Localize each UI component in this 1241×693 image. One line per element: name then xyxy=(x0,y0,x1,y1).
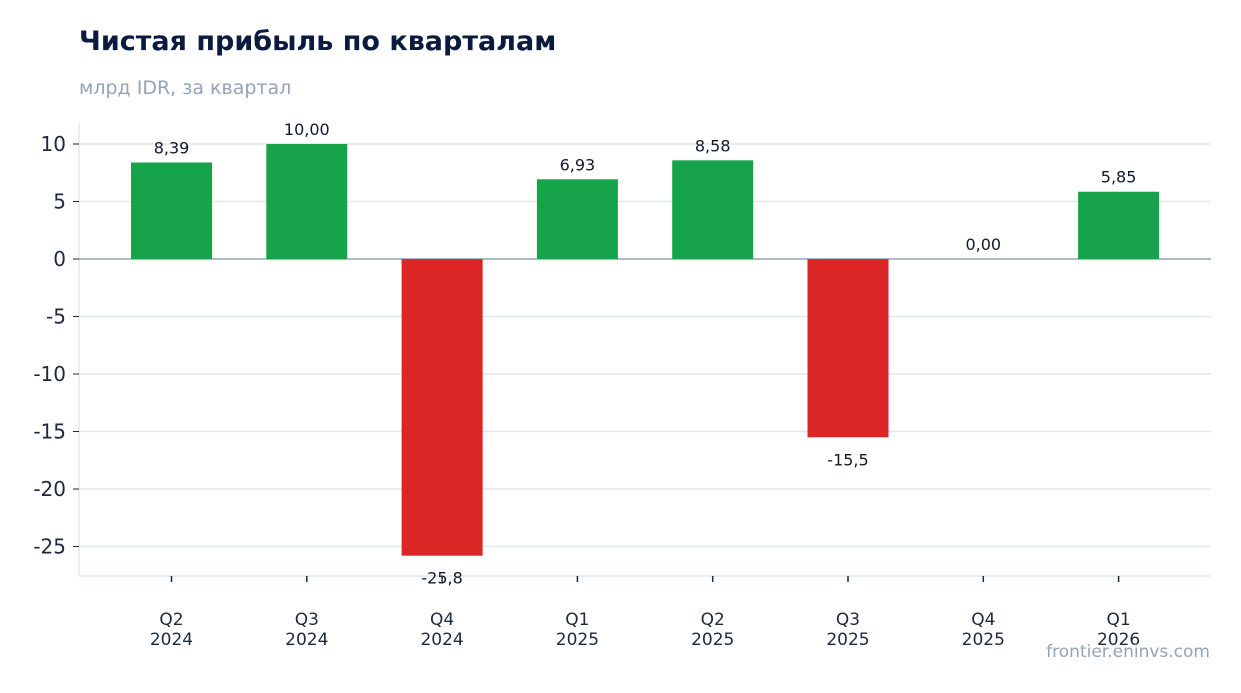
bar xyxy=(1078,191,1160,259)
watermark: frontier.eninvs.com xyxy=(1046,642,1210,662)
data-label: 10,00 xyxy=(284,120,330,139)
data-label: 6,93 xyxy=(560,155,596,174)
x-tick-label: 2025 xyxy=(962,630,1005,650)
x-tick-label: 2024 xyxy=(285,630,328,650)
x-tick-label: Q2 xyxy=(159,610,183,630)
y-tick-label: -25 xyxy=(33,535,66,559)
x-tick-label: 2024 xyxy=(420,630,463,650)
x-tick-label: Q2 xyxy=(701,610,725,630)
x-tick-label: 2026 xyxy=(1097,630,1140,650)
bar xyxy=(807,259,889,438)
y-axis-ticks: 10 5 0 -5 -10 -15 -20 -25 xyxy=(33,132,79,559)
x-tick-label: Q3 xyxy=(295,610,319,630)
data-label: 5,85 xyxy=(1101,168,1137,187)
x-tick-label: Q4 xyxy=(971,610,995,630)
data-label: -15,5 xyxy=(827,450,868,469)
y-tick-label: -10 xyxy=(33,362,66,386)
x-axis-ticks: Q22024Q32024Q42024Q12025Q22025Q32025Q420… xyxy=(150,576,1140,650)
x-tick-label: 2025 xyxy=(556,630,599,650)
y-tick-label: -15 xyxy=(33,420,66,444)
x-tick-label: Q3 xyxy=(836,610,860,630)
y-tick-label: -5 xyxy=(46,305,66,329)
x-tick-label: Q4 xyxy=(430,610,454,630)
y-tick-label: -20 xyxy=(33,477,66,501)
chart-subtitle: млрд IDR, за квартал xyxy=(79,77,292,99)
bar xyxy=(536,179,618,259)
data-label: 0,00 xyxy=(965,235,1001,254)
grid-lines xyxy=(79,143,1211,548)
x-tick-label: Q1 xyxy=(565,610,589,630)
bars xyxy=(131,144,1160,556)
data-label: 8,58 xyxy=(695,136,731,155)
bar xyxy=(131,162,212,259)
axes xyxy=(78,123,1211,577)
x-tick-label: 2024 xyxy=(150,630,193,650)
bar xyxy=(266,144,348,259)
y-tick-label: 0 xyxy=(53,247,66,271)
chart-title: Чистая прибыль по кварталам xyxy=(79,26,557,57)
x-tick-label: 2025 xyxy=(826,630,869,650)
y-tick-label: 10 xyxy=(41,132,66,156)
y-tick-label: 5 xyxy=(53,190,66,214)
data-label: 8,39 xyxy=(154,139,190,158)
x-tick-label: 2025 xyxy=(691,630,734,650)
bar xyxy=(672,160,754,259)
x-tick-label: Q1 xyxy=(1106,610,1130,630)
bar xyxy=(401,259,483,556)
